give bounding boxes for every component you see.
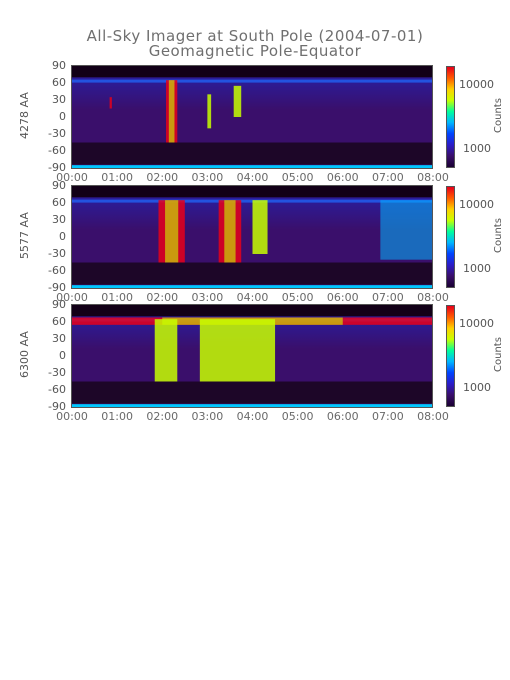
colorbar-label: Counts [493, 98, 504, 133]
x-tick-label: 06:00 [326, 171, 359, 184]
pole-edge-line [72, 79, 433, 83]
chart-subtitle: Geomagnetic Pole-Equator [148, 42, 362, 60]
y-tick-label: -30 [48, 247, 66, 260]
no-data-top [72, 186, 433, 198]
colorbar-tick-label: 10000 [459, 78, 494, 91]
aurora-emission-region [252, 200, 268, 254]
heatmap-panel-1 [72, 66, 433, 168]
y-tick-label: 60 [52, 76, 66, 89]
y-axis-label: 6300 AA [18, 331, 31, 378]
y-tick-label: 90 [52, 179, 66, 192]
x-tick-label: 07:00 [372, 410, 404, 423]
x-tick-label: 06:00 [326, 291, 359, 304]
x-tick-label: 02:00 [146, 291, 179, 304]
horizon-line [72, 404, 433, 407]
horizon-line [72, 165, 433, 168]
x-tick-label: 00:00 [56, 291, 88, 304]
aurora-emission-region [207, 94, 212, 129]
y-axis-label: 5577 AA [18, 212, 31, 259]
x-tick-label: 05:00 [281, 291, 314, 304]
aurora-emission-region [109, 97, 112, 109]
no-data-bottom [72, 142, 433, 165]
aurora-emission-core [165, 200, 179, 263]
aurora-emission-region [233, 85, 242, 117]
y-tick-label: -30 [48, 127, 66, 140]
heatmap-panel-3 [72, 305, 433, 407]
colorbar [446, 66, 455, 168]
x-tick-label: 04:00 [236, 291, 269, 304]
y-tick-label: -60 [48, 264, 66, 277]
y-tick-label: 30 [52, 213, 66, 226]
y-tick-label: -60 [48, 144, 66, 157]
y-axis-label: 4278 AA [18, 92, 31, 139]
horizon-line [72, 285, 433, 288]
colorbar-label: Counts [493, 337, 504, 372]
x-tick-label: 02:00 [146, 171, 179, 184]
no-data-top [72, 66, 433, 78]
colorbar-tick-label: 10000 [459, 198, 494, 211]
x-tick-label: 08:00 [417, 171, 449, 184]
no-data-bottom [72, 381, 433, 404]
y-tick-label: 60 [52, 196, 66, 209]
y-tick-label: -60 [48, 383, 66, 396]
heatmap-background [72, 77, 433, 143]
x-tick-label: 06:00 [326, 410, 359, 423]
aurora-emission-region [199, 319, 276, 382]
x-tick-label: 02:00 [146, 410, 179, 423]
y-tick-label: 30 [52, 332, 66, 345]
aurora-emission-region [380, 200, 433, 260]
colorbar [446, 186, 455, 288]
x-tick-label: 00:00 [56, 171, 88, 184]
y-tick-label: 60 [52, 315, 66, 328]
colorbar-tick-label: 1000 [463, 262, 491, 275]
x-tick-label: 03:00 [191, 171, 224, 184]
x-tick-label: 01:00 [101, 291, 133, 304]
x-tick-label: 01:00 [101, 410, 133, 423]
no-data-bottom [72, 262, 433, 285]
x-tick-label: 08:00 [417, 291, 449, 304]
y-tick-label: -30 [48, 366, 66, 379]
x-tick-label: 01:00 [101, 171, 133, 184]
x-tick-label: 03:00 [191, 410, 224, 423]
x-tick-label: 03:00 [191, 291, 224, 304]
colorbar-tick-label: 1000 [463, 142, 491, 155]
y-tick-label: 90 [52, 298, 66, 311]
y-tick-label: 90 [52, 59, 66, 72]
y-tick-label: -90 [48, 161, 66, 174]
aurora-emission-region [154, 319, 178, 382]
heatmap-panel-2 [72, 186, 433, 288]
x-tick-label: 04:00 [236, 171, 269, 184]
x-tick-label: 05:00 [281, 410, 314, 423]
x-tick-label: 07:00 [372, 291, 404, 304]
chart-title: All-Sky Imager at South Pole (2004-07-01… [86, 27, 424, 45]
x-tick-label: 05:00 [281, 171, 314, 184]
y-tick-label: 30 [52, 93, 66, 106]
colorbar-label: Counts [493, 218, 504, 253]
colorbar-tick-label: 1000 [463, 381, 491, 394]
colorbar [446, 305, 455, 407]
y-tick-label: -90 [48, 281, 66, 294]
y-tick-label: 0 [59, 110, 66, 123]
y-tick-label: 0 [59, 230, 66, 243]
aurora-emission-core [168, 80, 175, 143]
x-tick-label: 08:00 [417, 410, 449, 423]
aurora-emission-core [224, 200, 236, 263]
colorbar-tick-label: 10000 [459, 317, 494, 330]
y-tick-label: 0 [59, 349, 66, 362]
x-tick-label: 00:00 [56, 410, 88, 423]
no-data-top [72, 305, 433, 317]
x-tick-label: 07:00 [372, 171, 404, 184]
y-tick-label: -90 [48, 400, 66, 413]
x-tick-label: 04:00 [236, 410, 269, 423]
